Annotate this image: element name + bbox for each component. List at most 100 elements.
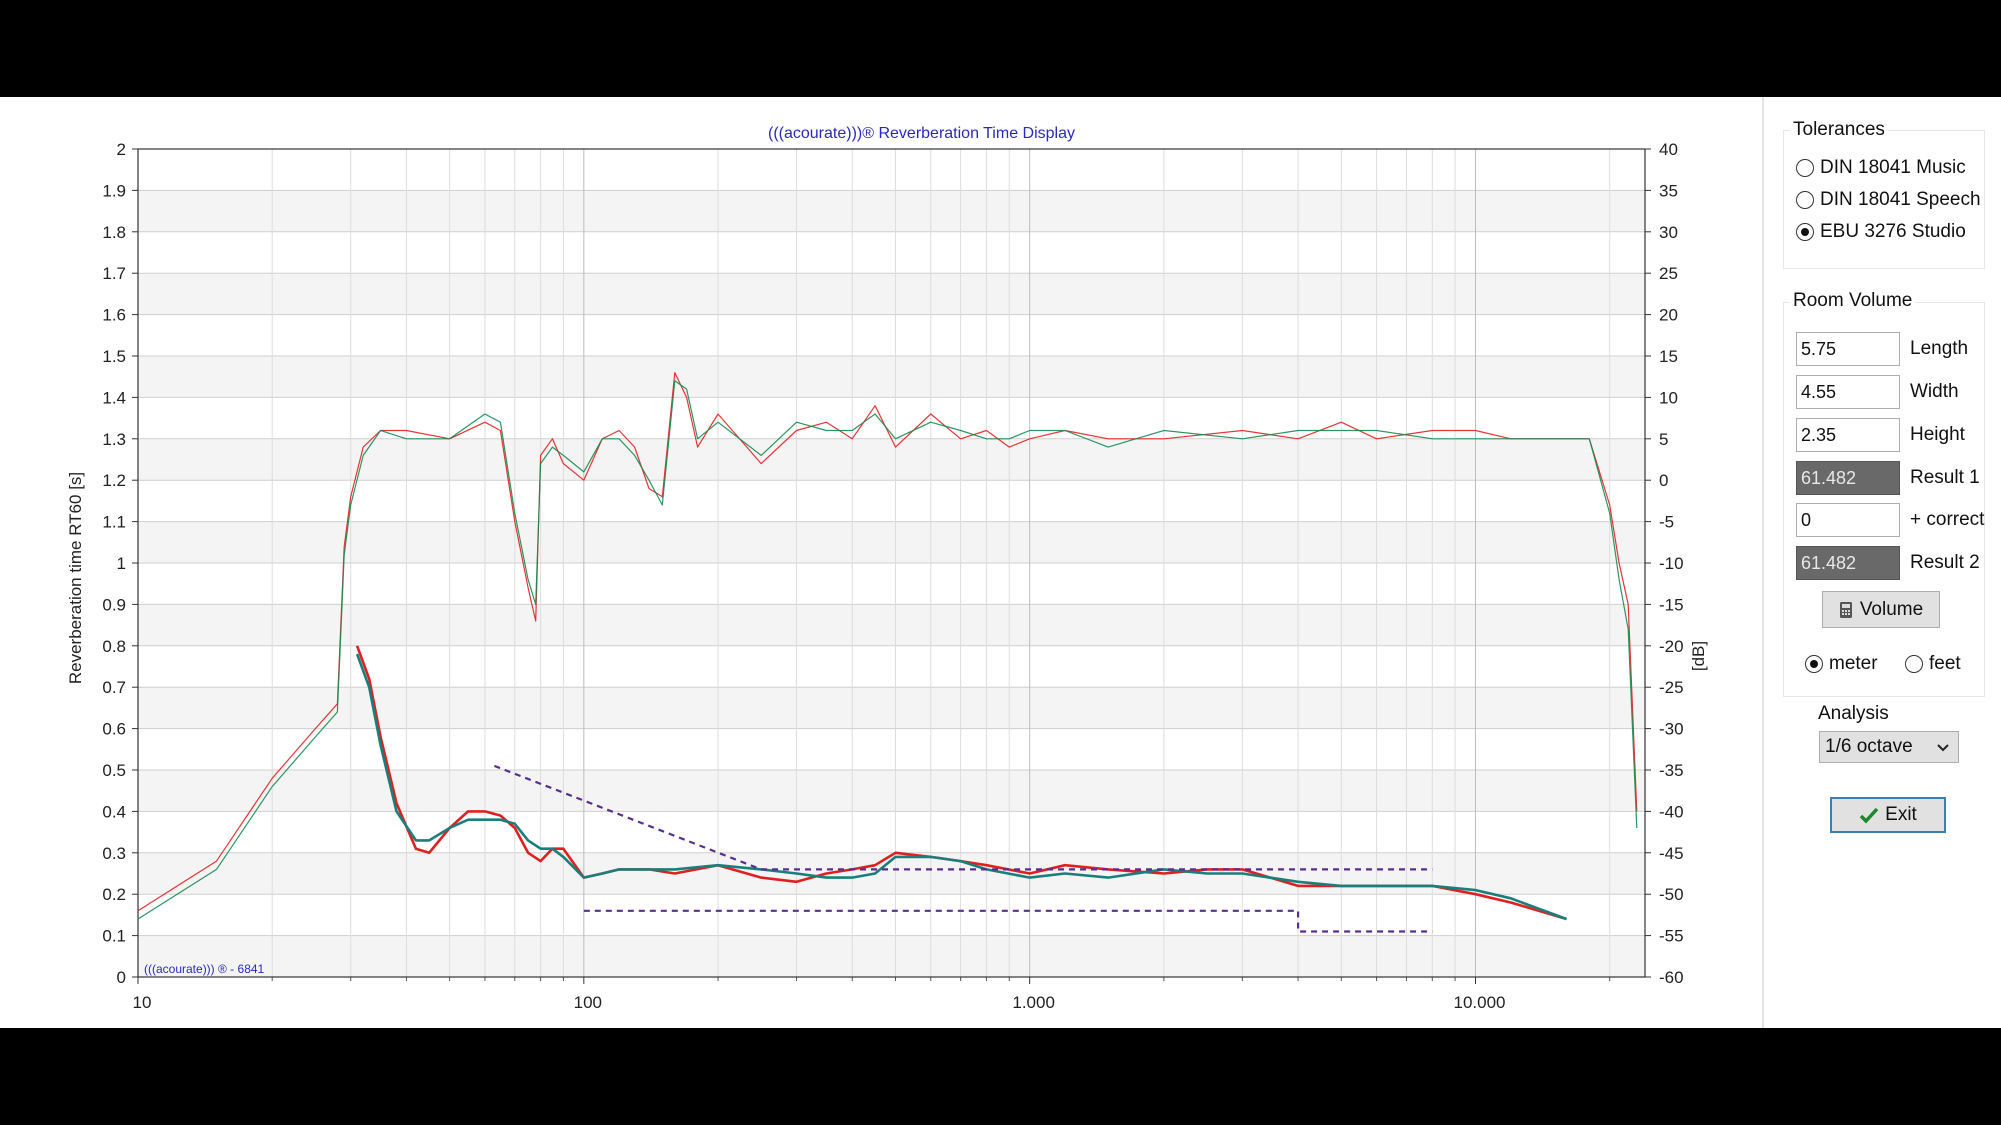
unit-option-meter[interactable]: meter (1805, 653, 1878, 675)
y2-tick-label: -20 (1659, 637, 1684, 656)
chart-title: (((acourate)))® Reverberation Time Displ… (768, 125, 1075, 142)
radio-din-speech[interactable] (1796, 191, 1814, 209)
tolerance-upper-line (494, 764, 1433, 871)
plot-band (138, 397, 1645, 439)
y-tick-label: 0.8 (102, 637, 126, 656)
y2-tick-label: -30 (1659, 720, 1684, 739)
analysis-label: Analysis (1818, 703, 1889, 724)
plot-band (138, 314, 1645, 356)
exit-button-label: Exit (1885, 804, 1917, 825)
y-tick-label: 1.4 (102, 388, 126, 407)
series-line-green-db (137, 380, 1638, 920)
y-tick-label: 0.2 (102, 885, 126, 904)
y2-axis-label: [dB] (1689, 641, 1708, 671)
volume-button[interactable]: Volume (1822, 591, 1940, 628)
y2-tick-label: -10 (1659, 554, 1684, 573)
plot-band (138, 935, 1645, 977)
height-label: Height (1910, 424, 1965, 445)
y-tick-label: 0.5 (102, 761, 126, 780)
height-input[interactable]: 2.35 (1796, 418, 1900, 452)
plot-band (138, 480, 1645, 522)
chevron-down-icon (1937, 744, 1949, 752)
plot-band (138, 563, 1645, 605)
correct-input[interactable]: 0 (1796, 503, 1900, 537)
result1-label: Result 1 (1910, 467, 1980, 488)
unit-option-feet[interactable]: feet (1905, 653, 1961, 675)
plot-band (138, 811, 1645, 853)
plot-band (138, 231, 1645, 274)
analysis-select[interactable]: 1/6 octave (1819, 731, 1959, 763)
y-tick-label: 0 (117, 968, 126, 987)
y2-tick-label: -5 (1659, 513, 1674, 532)
y-tick-label: 0.3 (102, 844, 126, 863)
y2-tick-label: 15 (1659, 347, 1678, 366)
y2-tick-label: 25 (1659, 264, 1678, 283)
plot-band (138, 728, 1645, 770)
reverberation-chart: 0 0.1 0.2 0.3 0.4 0.5 0.6 0.7 0.8 0.9 1 1.1 1.2 1.3 1.… (66, 125, 1708, 1012)
y-tick-label: 1 (117, 554, 126, 573)
x-tick-label: 1.000 (1012, 993, 1055, 1012)
x-tick-label: 10.000 (1453, 993, 1505, 1012)
tolerance-option-din-music[interactable]: DIN 18041 Music (1796, 157, 1966, 179)
tolerance-option-din-speech[interactable]: DIN 18041 Speech (1796, 189, 1981, 211)
plot-band (138, 604, 1645, 646)
result2-field: 61.482 (1796, 546, 1900, 580)
radio-ebu-studio[interactable] (1796, 223, 1814, 241)
y2-tick-label: -55 (1659, 927, 1684, 946)
plot-band (138, 687, 1645, 729)
y-tick-label: 1.2 (102, 471, 126, 490)
plot-band (138, 521, 1645, 563)
y-tick-label: 0.9 (102, 595, 126, 614)
plot-band (138, 894, 1645, 936)
tolerance-label-din-music: DIN 18041 Music (1820, 157, 1966, 178)
chart-watermark: (((acourate))) ® - 6841 (144, 962, 265, 976)
tolerances-title: Tolerances (1790, 119, 1888, 141)
app-window: 0 0.1 0.2 0.3 0.4 0.5 0.6 0.7 0.8 0.9 1 1.1 1.2 1.3 1.… (0, 97, 2001, 1028)
length-label: Length (1910, 338, 1969, 359)
y2-tick-label: 35 (1659, 181, 1678, 200)
reverberation-chart-area: 0 0.1 0.2 0.3 0.4 0.5 0.6 0.7 0.8 0.9 1 1.1 1.2 1.3 1.… (0, 97, 1760, 1028)
y2-tick-label: -45 (1659, 844, 1684, 863)
radio-meter[interactable] (1805, 655, 1823, 673)
y2-tick-label: -35 (1659, 761, 1684, 780)
y2-tick-label: -50 (1659, 885, 1684, 904)
plot-band (138, 438, 1645, 481)
correct-label: + correct (1910, 509, 1985, 530)
y-tick-label: 1.6 (102, 306, 126, 325)
y2-tick-label: 30 (1659, 223, 1678, 242)
unit-label-meter: meter (1829, 653, 1878, 674)
y-tick-label: 0.1 (102, 927, 126, 946)
radio-din-music[interactable] (1796, 159, 1814, 177)
y-tick-label: 0.6 (102, 720, 126, 739)
width-input[interactable]: 4.55 (1796, 375, 1900, 409)
y-tick-label: 1.9 (102, 181, 126, 200)
width-label: Width (1910, 381, 1959, 402)
y-tick-label: 1.8 (102, 223, 126, 242)
y2-tick-label: 40 (1659, 140, 1678, 159)
plot-frame (137, 148, 1646, 978)
y2-tick-label: 5 (1659, 430, 1668, 449)
y-tick-label: 1.7 (102, 264, 126, 283)
panel-separator (1762, 97, 1764, 1028)
room-volume-title: Room Volume (1790, 290, 1916, 312)
y2-tick-label: -60 (1659, 968, 1684, 987)
y-axis-label: Reverberation time RT60 [s] (66, 472, 85, 684)
y-tick-label: 0.4 (102, 802, 126, 821)
length-input[interactable]: 5.75 (1796, 332, 1900, 366)
y-tick-label: 1.5 (102, 347, 126, 366)
radio-feet[interactable] (1905, 655, 1923, 673)
plot-band (138, 645, 1645, 688)
y-tick-label: 1.1 (102, 513, 126, 532)
x-tick-label: 100 (574, 993, 602, 1012)
volume-button-label: Volume (1859, 598, 1924, 620)
settings-panel: Tolerances DIN 18041 Music DIN 18041 Spe… (1766, 97, 2001, 1028)
result1-field: 61.482 (1796, 461, 1900, 495)
tolerance-label-ebu-studio: EBU 3276 Studio (1820, 221, 1966, 242)
y2-tick-label: -15 (1659, 595, 1684, 614)
calculator-icon (1839, 601, 1852, 618)
tolerance-label-din-speech: DIN 18041 Speech (1820, 189, 1981, 210)
tolerance-option-ebu-studio[interactable]: EBU 3276 Studio (1796, 221, 1966, 243)
y2-tick-label: -25 (1659, 678, 1684, 697)
analysis-selected-value: 1/6 octave (1825, 736, 1913, 757)
exit-button[interactable]: Exit (1830, 797, 1946, 833)
